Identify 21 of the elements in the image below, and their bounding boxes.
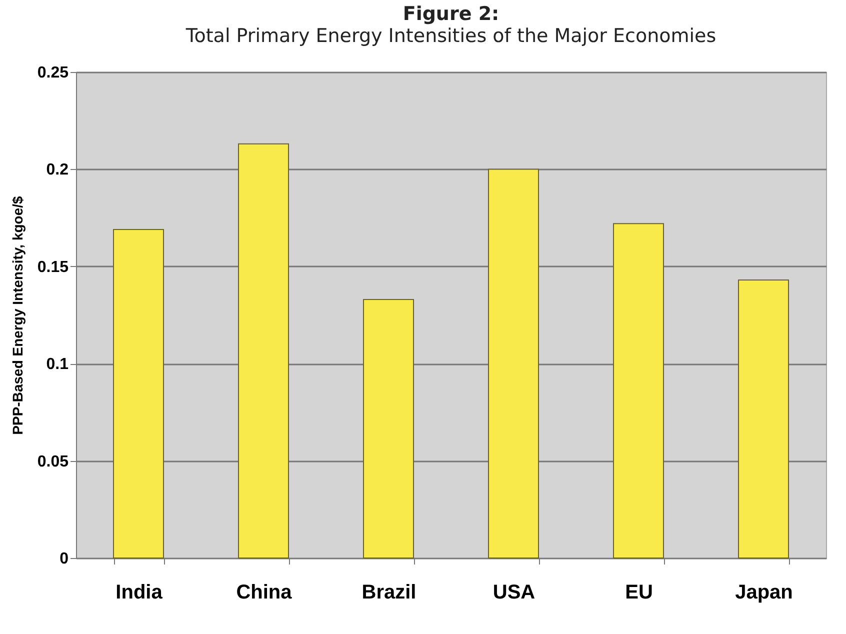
x-tick-label: China (236, 582, 293, 604)
chart-title: Figure 2: (402, 3, 500, 25)
bar (613, 223, 664, 558)
y-tick-label: 0 (60, 550, 69, 568)
chart-subtitle: Total Primary Energy Intensities of the Major Economies (184, 25, 716, 47)
y-tick-label: 0.15 (37, 258, 69, 276)
bar (113, 228, 164, 558)
x-tick-label: EU (625, 582, 653, 604)
y-axis-title: PPP-Based Energy Intensity, kgoe/$ (9, 196, 26, 435)
y-tick-label: 0.2 (46, 162, 69, 179)
y-tick-label: 0.1 (46, 356, 69, 374)
x-tick-label: Japan (735, 582, 793, 604)
x-tick-label: India (116, 582, 164, 604)
x-tick-label: USA (492, 582, 536, 604)
x-tick-label: Brazil (362, 582, 416, 604)
y-tick-label: 0.25 (37, 64, 69, 82)
bar (238, 143, 289, 558)
bar (363, 298, 414, 558)
bar (488, 168, 539, 558)
y-tick-label: 0.05 (37, 453, 69, 470)
bar (738, 280, 789, 558)
